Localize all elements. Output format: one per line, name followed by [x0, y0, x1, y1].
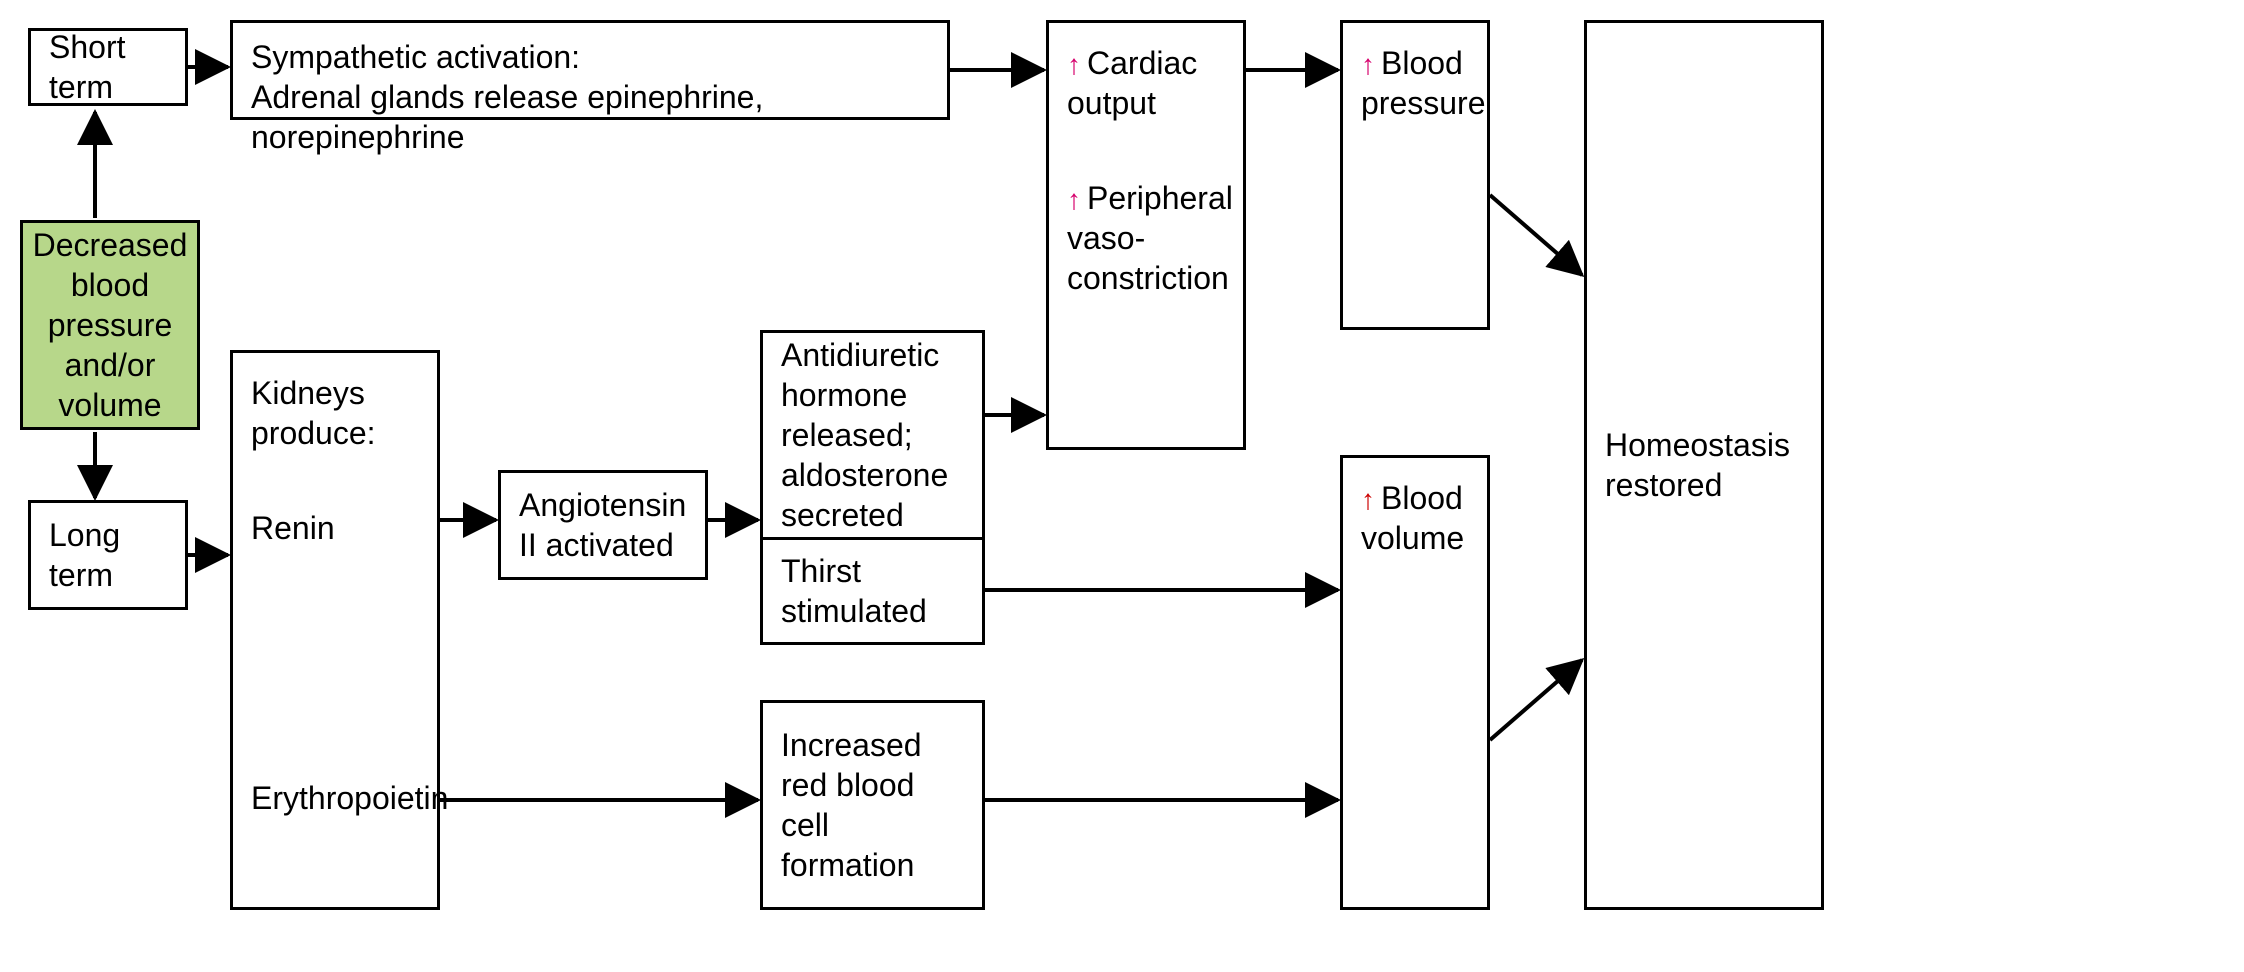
- vasoconstriction-row: ↑Peripheral vaso- constriction: [1067, 178, 1225, 298]
- node-rbc: Increased red blood cell formation: [760, 700, 985, 910]
- node-thirst: Thirst stimulated: [760, 540, 985, 645]
- node-adh-aldosterone: Antidiuretic hormone released; aldostero…: [760, 330, 985, 540]
- node-sympathetic: Sympathetic activation: Adrenal glands r…: [230, 20, 950, 120]
- node-homeostasis: Homeostasis restored: [1584, 20, 1824, 910]
- node-kidneys-epo: Erythropoietin: [251, 778, 419, 818]
- flowchart-stage: Decreased blood pressure and/or volume S…: [0, 0, 2244, 972]
- up-arrow-icon: ↑: [1067, 49, 1081, 80]
- node-angiotensin: Angiotensin II activated: [498, 470, 708, 580]
- node-thirst-text: Thirst stimulated: [781, 551, 964, 631]
- node-blood-volume: ↑Blood volume: [1340, 455, 1490, 910]
- node-long-term-text: Long term: [49, 515, 167, 595]
- bv-text: Blood volume: [1361, 480, 1464, 556]
- node-start-text: Decreased blood pressure and/or volume: [33, 225, 188, 425]
- up-arrow-icon: ↑: [1361, 49, 1375, 80]
- node-sympathetic-line1: Sympathetic activation:: [251, 37, 929, 77]
- edge-bp-to-homeostasis: [1490, 195, 1582, 275]
- node-kidneys-header: Kidneys produce:: [251, 373, 419, 453]
- bp-text: Blood pressure: [1361, 45, 1486, 121]
- up-arrow-icon: ↑: [1067, 184, 1081, 215]
- cardiac-output-row: ↑Cardiac output: [1067, 43, 1225, 123]
- node-kidneys: Kidneys produce: Renin Erythropoietin: [230, 350, 440, 910]
- up-arrow-icon: ↑: [1361, 484, 1375, 515]
- vasoconstriction-text: Peripheral vaso- constriction: [1067, 180, 1233, 296]
- cardiac-output-text: Cardiac output: [1067, 45, 1197, 121]
- node-start: Decreased blood pressure and/or volume: [20, 220, 200, 430]
- node-blood-pressure: ↑Blood pressure: [1340, 20, 1490, 330]
- node-sympathetic-line2: Adrenal glands release epinephrine, nore…: [251, 77, 929, 157]
- node-long-term: Long term: [28, 500, 188, 610]
- node-rbc-text: Increased red blood cell formation: [781, 725, 964, 885]
- node-angiotensin-text: Angiotensin II activated: [519, 485, 687, 565]
- node-adh-aldosterone-text: Antidiuretic hormone released; aldostero…: [781, 335, 964, 535]
- node-cardiac-vaso: ↑Cardiac output ↑Peripheral vaso- constr…: [1046, 20, 1246, 450]
- edge-bv-to-homeostasis: [1490, 660, 1582, 740]
- homeostasis-text: Homeostasis restored: [1605, 425, 1803, 505]
- node-kidneys-renin: Renin: [251, 508, 419, 548]
- node-short-term: Short term: [28, 28, 188, 106]
- node-short-term-text: Short term: [49, 27, 167, 107]
